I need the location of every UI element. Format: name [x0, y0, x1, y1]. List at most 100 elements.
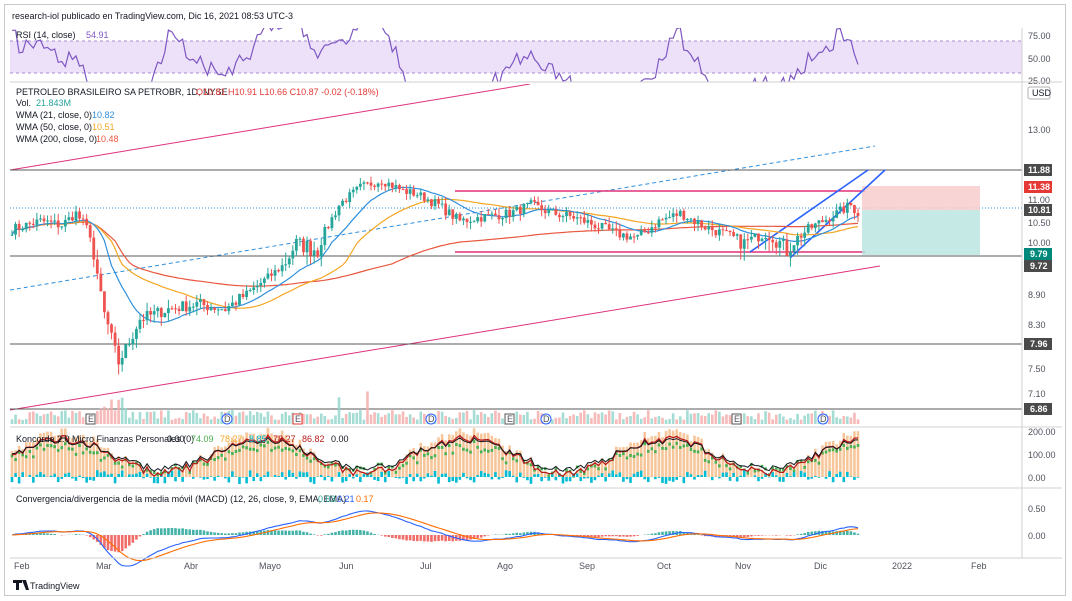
- koncorde-bar-orange: [650, 436, 654, 477]
- volume-bar: [423, 413, 426, 424]
- volume-bar: [241, 411, 245, 424]
- koncorde-bar-cyan: [387, 471, 391, 477]
- stop-zone[interactable]: [862, 186, 980, 210]
- koncorde-bar-cyan: [622, 477, 625, 482]
- koncorde-bar-green: [238, 448, 241, 452]
- koncorde-values: 0.00 74.09 78.27 8.85 78.27 86.82 0.00: [167, 434, 349, 444]
- volume-bar: [255, 411, 259, 424]
- currency-badge[interactable]: [1027, 86, 1051, 100]
- earnings-marker[interactable]: [504, 413, 515, 425]
- koncorde-bar-orange: [696, 436, 700, 477]
- candle-body: [344, 200, 348, 203]
- koncorde-bar-green: [206, 462, 209, 466]
- koncorde-bar-cyan: [675, 477, 679, 480]
- macd-bar: [344, 530, 348, 535]
- koncorde-bar-cyan: [735, 477, 739, 482]
- koncorde-bar-green: [636, 452, 639, 456]
- koncorde-bar-cyan: [131, 474, 135, 477]
- candle-body: [732, 232, 735, 236]
- koncorde-bar-orange: [24, 442, 28, 477]
- price-tick: 10.50: [1028, 218, 1051, 228]
- time-axis[interactable]: Feb Mar Abr Mayo Jun Jul Ago Sep Oct Nov…: [14, 561, 987, 571]
- koncorde-bar-green: [565, 468, 568, 472]
- target-zone[interactable]: [862, 210, 980, 255]
- rsi-pane[interactable]: RSI (14, close) 54.91 75.00 50.00 25.00: [10, 13, 1051, 128]
- candle-body: [586, 220, 590, 223]
- volume-bar: [252, 415, 256, 424]
- koncorde-bar-cyan: [138, 471, 142, 477]
- koncorde-tick: 100.00: [1028, 450, 1056, 460]
- price-tick: 8.30: [1028, 320, 1046, 330]
- volume-bar: [209, 419, 213, 424]
- koncorde-bar-green: [46, 443, 49, 447]
- macd-bar: [526, 532, 529, 535]
- volume-bar: [838, 418, 842, 424]
- volume-bar: [71, 410, 74, 424]
- earnings-marker[interactable]: [292, 413, 303, 425]
- wma200-line: [11, 221, 859, 287]
- tradingview-logo[interactable]: TradingView: [13, 580, 80, 591]
- candle-body: [842, 206, 846, 213]
- macd-pane[interactable]: Convergencia/divergencia de la media móv…: [11, 494, 1046, 567]
- candle-body: [46, 220, 49, 222]
- earnings-marker[interactable]: [731, 413, 742, 425]
- koncorde-bar-cyan: [476, 475, 479, 477]
- price-pane[interactable]: PETROLEO BRASILEIRO SA PETROBR, 1D, NYSE…: [10, 84, 1052, 426]
- volume-bar: [78, 411, 81, 424]
- candle-body: [639, 230, 643, 235]
- macd-bar: [472, 535, 476, 539]
- volume-bar: [629, 416, 632, 424]
- candle-body: [643, 230, 647, 233]
- koncorde-bar-orange: [739, 468, 742, 477]
- koncorde-bar-cyan: [522, 477, 526, 478]
- koncorde-label: Koncorde 2.0 Micro Finanzas Personales (…: [16, 434, 194, 444]
- koncorde-bar-orange: [142, 472, 145, 477]
- koncorde-bar-green: [497, 446, 501, 450]
- koncorde-bar-cyan: [682, 477, 686, 484]
- macd-bar: [590, 535, 593, 537]
- koncorde-pane[interactable]: Koncorde 2.0 Micro Finanzas Personales (…: [10, 427, 1056, 484]
- koncorde-bar-cyan: [408, 474, 412, 477]
- koncorde-bar-green: [703, 458, 707, 462]
- koncorde-bar-green: [838, 447, 842, 451]
- volume-bar: [458, 412, 462, 424]
- dividend-marker[interactable]: [221, 413, 233, 425]
- volume-bar: [17, 419, 21, 424]
- candle-body: [774, 242, 778, 248]
- time-tick: Feb: [14, 561, 30, 571]
- koncorde-bar-orange: [472, 428, 476, 477]
- volume-bar: [106, 408, 110, 424]
- dividend-marker[interactable]: [817, 413, 829, 425]
- volume-bar: [483, 413, 487, 424]
- volume-bar: [476, 414, 479, 424]
- published-caption: research-iol publicado en TradingView.co…: [12, 11, 293, 21]
- macd-bar: [120, 535, 124, 552]
- candle-body: [273, 270, 277, 276]
- koncorde-bar-cyan: [103, 471, 106, 477]
- earnings-marker[interactable]: [85, 413, 96, 425]
- dividend-marker[interactable]: [425, 413, 437, 425]
- price-tag-text: 11.38: [1028, 182, 1050, 192]
- koncorde-bar-orange: [74, 436, 78, 477]
- koncorde-bar-orange: [789, 463, 792, 477]
- koncorde-bar-cyan: [568, 477, 572, 482]
- candle-body: [103, 291, 106, 313]
- candle-body: [838, 206, 842, 211]
- candle-body: [131, 338, 135, 345]
- koncorde-bar-green: [248, 447, 252, 451]
- koncorde-bar-orange: [92, 436, 96, 477]
- dividend-marker[interactable]: [540, 413, 552, 425]
- candle-body: [419, 192, 423, 196]
- candle-body: [689, 218, 693, 220]
- koncorde-bar-orange: [519, 450, 522, 477]
- koncorde-bar-cyan: [170, 470, 174, 477]
- koncorde-bar-green: [273, 446, 277, 450]
- volume-bar: [785, 419, 789, 424]
- koncorde-bar-green: [202, 462, 206, 466]
- volume-bar: [170, 419, 174, 424]
- koncorde-bar-orange: [209, 454, 213, 477]
- volume-bar: [689, 413, 693, 424]
- candle-body: [433, 199, 437, 207]
- candle-body: [813, 223, 817, 229]
